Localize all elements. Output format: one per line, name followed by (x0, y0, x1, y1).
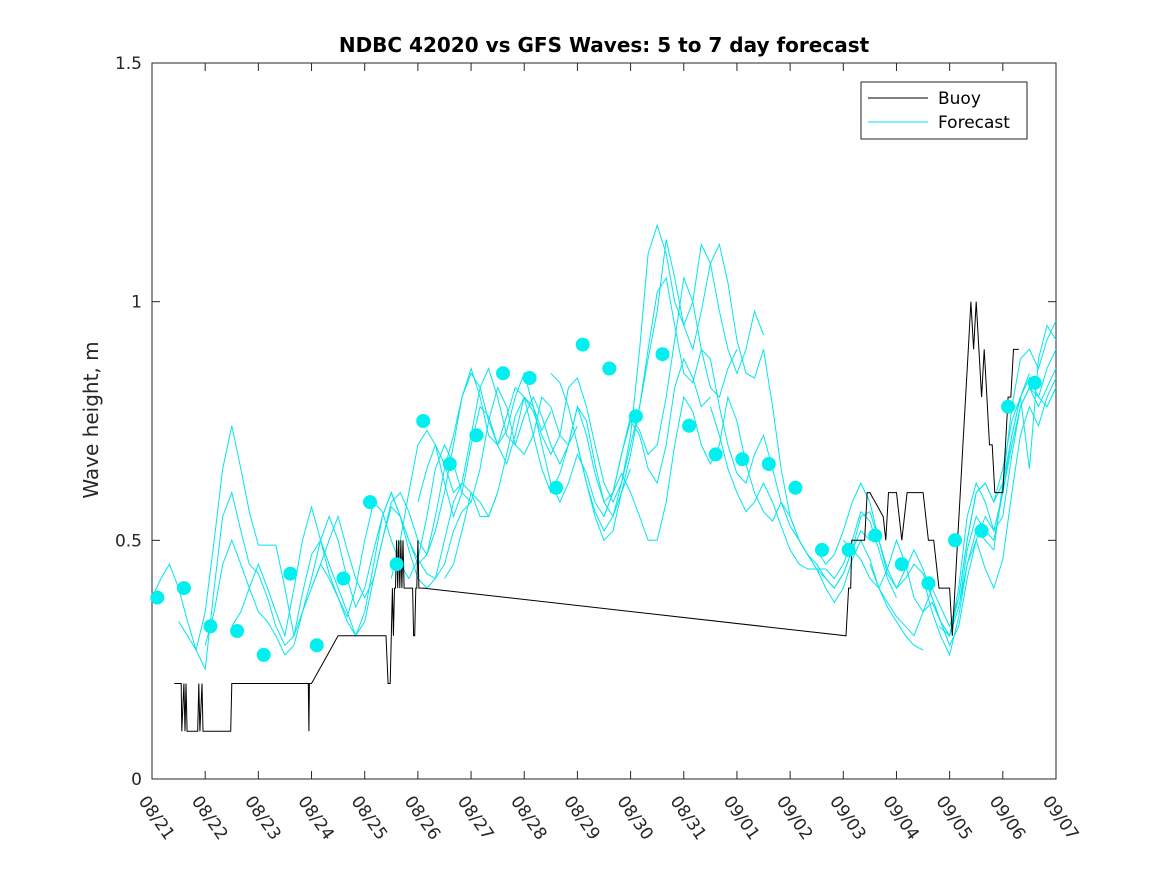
buoy-series-group (174, 301, 1019, 732)
x-tick-label-16: 09/06 (985, 792, 1029, 844)
forecast-dots-group (150, 337, 1042, 662)
forecast-dot-27 (868, 528, 883, 543)
x-tick-label-0: 08/21 (134, 792, 178, 844)
forecast-line-18 (959, 324, 1057, 598)
forecast-dot-30 (948, 533, 962, 548)
x-tick-label-12: 09/02 (772, 792, 816, 844)
forecast-dot-4 (256, 647, 271, 662)
y-tick-label-3: 1.5 (115, 54, 142, 74)
x-tick-label-15: 09/05 (932, 792, 976, 844)
forecast-line-15 (869, 376, 1057, 637)
forecast-dot-3 (230, 624, 245, 638)
forecast-dot-11 (442, 457, 457, 471)
forecast-dot-9 (389, 557, 404, 572)
forecast-dot-29 (921, 576, 936, 591)
forecast-dot-7 (336, 571, 351, 586)
x-tick-label-5: 08/26 (400, 792, 444, 844)
forecast-line-16 (922, 320, 1057, 657)
forecast-dot-15 (549, 480, 564, 495)
forecast-dot-22 (735, 452, 750, 467)
forecast-dot-32 (1001, 399, 1016, 414)
x-tick-label-1: 08/22 (187, 792, 231, 844)
x-tick-label-10: 08/31 (666, 792, 710, 844)
x-tick-label-3: 08/24 (293, 792, 337, 844)
forecast-dot-31 (974, 523, 989, 538)
forecast-dot-6 (309, 638, 324, 653)
x-tick-label-7: 08/28 (506, 792, 550, 844)
x-tick-label-17: 09/07 (1038, 792, 1082, 844)
x-tick-label-11: 09/01 (719, 792, 763, 844)
forecast-line-10 (576, 276, 897, 598)
x-tick-label-4: 08/25 (347, 792, 391, 844)
y-tick-label-0: 0 (131, 770, 142, 790)
x-tick-label-13: 09/03 (825, 792, 869, 844)
forecast-dot-26 (841, 542, 856, 557)
forecast-dot-20 (682, 418, 697, 433)
y-tick-label-1: 0.5 (115, 531, 142, 551)
forecast-dot-18 (628, 409, 643, 424)
forecast-dot-2 (203, 619, 218, 634)
forecast-dot-24 (788, 480, 803, 495)
forecast-dot-21 (708, 447, 723, 462)
forecast-line-13 (816, 349, 1057, 647)
forecast-dot-28 (894, 557, 909, 572)
forecast-dot-14 (522, 371, 537, 385)
forecast-dot-1 (176, 581, 191, 596)
x-tick-label-8: 08/29 (559, 792, 603, 844)
forecast-dot-12 (469, 428, 484, 443)
forecast-dot-33 (1027, 375, 1042, 390)
legend-label-forecast: Forecast (938, 113, 1010, 133)
forecast-line-17 (938, 377, 1057, 637)
legend-box (860, 81, 1028, 140)
forecast-dot-8 (363, 495, 377, 510)
forecast-dot-10 (416, 414, 431, 428)
forecast-dot-16 (575, 337, 590, 352)
y-axis-label: Wave height, m (79, 341, 103, 498)
forecast-line-3 (204, 371, 552, 656)
forecast-dot-13 (496, 366, 510, 381)
forecast-dot-19 (655, 347, 670, 362)
y-tick-label-2: 1 (131, 293, 142, 313)
forecast-line-4 (231, 386, 578, 638)
forecast-line-9 (550, 239, 871, 589)
plot-area (151, 62, 1057, 780)
legend: Buoy Forecast (860, 81, 1028, 140)
x-tick-label-9: 08/30 (612, 792, 656, 844)
forecast-dot-0 (150, 590, 165, 605)
forecast-dot-23 (761, 457, 776, 471)
x-tick-label-6: 08/27 (453, 792, 497, 844)
x-tick-label-14: 09/04 (878, 792, 922, 844)
forecast-dot-5 (283, 566, 298, 581)
forecast-line-6 (390, 357, 711, 579)
legend-label-buoy: Buoy (938, 89, 981, 109)
y-axis-ticks: 0 0.5 1 1.5 (115, 54, 1056, 790)
forecast-line-11 (603, 395, 924, 651)
buoy-line (174, 301, 1019, 732)
x-tick-label-2: 08/23 (240, 792, 284, 844)
forecast-line-2 (178, 425, 499, 652)
chart-title: NDBC 42020 vs GFS Waves: 5 to 7 day fore… (339, 33, 870, 57)
forecast-dot-25 (815, 542, 829, 557)
forecast-dot-17 (602, 361, 617, 376)
